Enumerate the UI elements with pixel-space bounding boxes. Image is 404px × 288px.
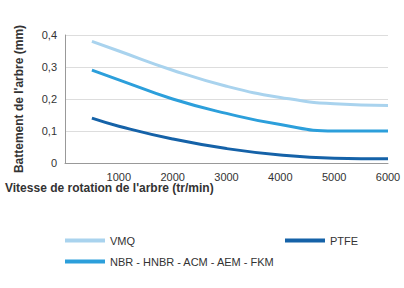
svg-text:2000: 2000 bbox=[160, 171, 184, 183]
svg-text:6000: 6000 bbox=[376, 171, 400, 183]
svg-text:3000: 3000 bbox=[214, 171, 238, 183]
svg-text:Battement de l'arbre (mm): Battement de l'arbre (mm) bbox=[12, 25, 26, 173]
svg-text:1000: 1000 bbox=[107, 171, 131, 183]
svg-text:0,3: 0,3 bbox=[42, 61, 57, 73]
svg-text:5000: 5000 bbox=[322, 171, 346, 183]
svg-text:PTFE: PTFE bbox=[330, 235, 358, 247]
svg-text:0,1: 0,1 bbox=[42, 125, 57, 137]
svg-text:0: 0 bbox=[51, 157, 57, 169]
svg-text:VMQ: VMQ bbox=[110, 235, 136, 247]
svg-text:0,2: 0,2 bbox=[42, 93, 57, 105]
svg-text:0,4: 0,4 bbox=[42, 29, 57, 41]
svg-text:4000: 4000 bbox=[268, 171, 292, 183]
svg-text:NBR - HNBR - ACM - AEM - FKM: NBR - HNBR - ACM - AEM - FKM bbox=[110, 256, 274, 268]
svg-text:Vitesse de rotation de l'arbre: Vitesse de rotation de l'arbre (tr/min) bbox=[5, 181, 214, 195]
